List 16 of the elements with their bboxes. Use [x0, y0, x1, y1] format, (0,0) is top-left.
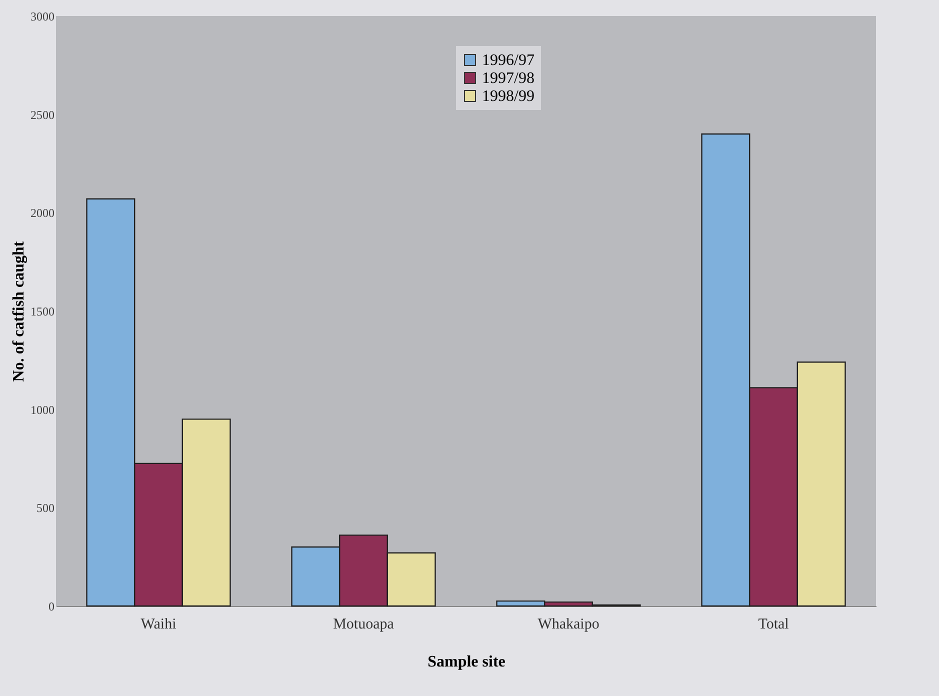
y-tick-label: 2500 [30, 108, 54, 122]
x-tick-label: Whakaipo [538, 616, 600, 632]
x-tick-label: Motuoapa [333, 616, 394, 632]
legend-label: 1997/98 [482, 70, 534, 87]
x-tick-label: Total [758, 616, 789, 632]
x-tick-label: Waihi [140, 616, 176, 632]
legend-label: 1996/97 [482, 52, 534, 69]
y-tick-label: 0 [48, 600, 54, 614]
x-axis-title: Sample site [428, 654, 506, 670]
y-tick-label: 1000 [30, 402, 54, 417]
y-tick-label: 500 [36, 501, 54, 516]
y-tick-label: 3000 [30, 10, 54, 24]
y-tick-label: 2000 [30, 206, 54, 220]
legend-label: 1998/99 [482, 88, 534, 105]
y-axis-title: No. of catfish caught [10, 240, 28, 382]
y-tick-label: 1500 [30, 304, 54, 318]
